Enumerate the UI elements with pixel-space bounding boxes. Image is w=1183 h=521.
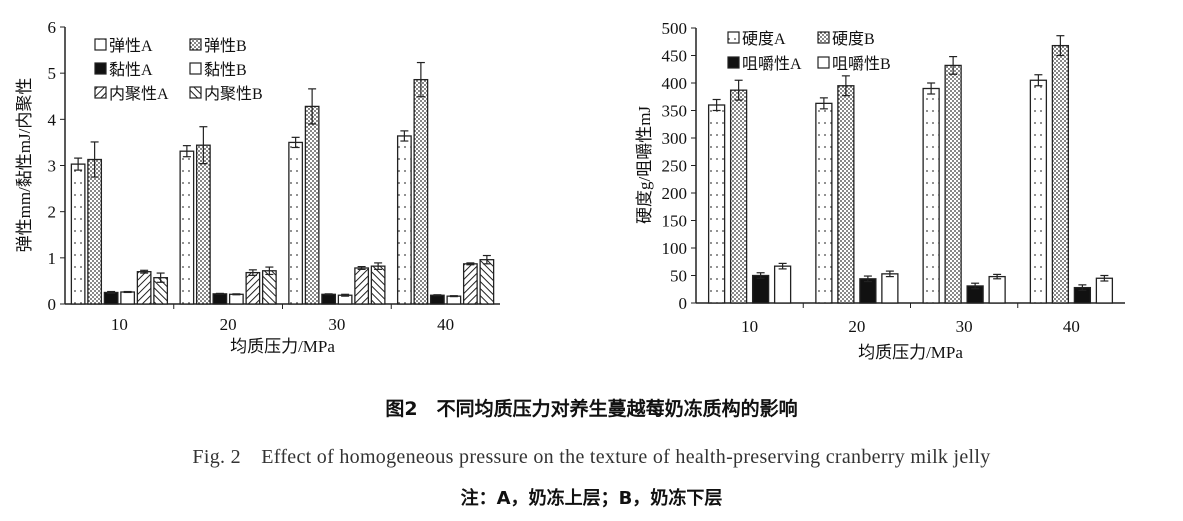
bar: [859, 278, 877, 304]
x-axis-label: 均质压力/MPa: [858, 343, 963, 362]
x-tick-label: 30: [328, 315, 345, 334]
legend-swatch: [727, 56, 740, 69]
y-tick-label: 500: [662, 19, 688, 38]
bar: [944, 64, 962, 304]
legend-label: 硬度B: [832, 30, 875, 48]
bar: [729, 89, 748, 304]
caption-note: 注：A，奶冻上层；B，奶冻下层: [460, 488, 723, 509]
bar: [370, 265, 386, 305]
bar: [881, 273, 899, 304]
legend-label: 内聚性B: [204, 85, 263, 103]
legend: 硬度A 硬度B 咀嚼性A 咀嚼性B: [727, 30, 891, 73]
bar: [837, 85, 855, 304]
bar: [304, 105, 320, 305]
legend-swatch: [189, 86, 202, 99]
x-tick-label: 10: [741, 317, 758, 336]
legend-label: 硬度A: [742, 30, 786, 48]
caption-chinese: 图2 不同均质压力对养生蔓越莓奶冻质构的影响: [385, 398, 798, 420]
y-tick-label: 400: [662, 74, 688, 93]
y-tick-label: 2: [48, 203, 57, 222]
y-tick-label: 200: [662, 184, 688, 203]
bar: [354, 267, 370, 305]
legend-swatch: [727, 31, 740, 44]
legend-label: 咀嚼性B: [832, 55, 891, 73]
y-tick-label: 1: [48, 249, 57, 268]
legend-swatch: [817, 31, 830, 44]
bar: [321, 293, 337, 305]
x-tick-label: 20: [848, 317, 865, 336]
chart-2: 0 50 100 150 200 250 300 350 400 450 500 10 20 30 40 均质…: [635, 19, 1125, 362]
bar: [1029, 79, 1048, 304]
bar: [1095, 277, 1114, 304]
y-tick-label: 250: [662, 157, 688, 176]
bar: [815, 102, 833, 304]
legend-swatch: [94, 62, 107, 75]
bar: [396, 135, 412, 305]
x-tick-label: 20: [220, 315, 237, 334]
y-tick-label: 150: [662, 212, 688, 231]
y-tick-label: 5: [48, 64, 57, 83]
bar: [988, 275, 1006, 304]
legend: 弹性A 弹性B 黏性A 黏性B 内聚性A 内聚性B: [94, 37, 263, 103]
legend-swatch: [94, 38, 107, 51]
legend-label: 咀嚼性A: [742, 55, 802, 73]
bar: [479, 259, 495, 305]
y-tick-label: 0: [48, 295, 57, 314]
bar: [179, 150, 195, 305]
y-tick-label: 50: [670, 267, 687, 286]
bar: [288, 141, 304, 305]
bar: [429, 294, 445, 305]
bar: [136, 271, 152, 305]
legend-swatch: [189, 38, 202, 51]
legend-swatch: [94, 86, 107, 99]
bar: [228, 293, 244, 305]
bar: [922, 87, 940, 304]
legend-label: 内聚性A: [109, 85, 169, 103]
legend-label: 黏性B: [204, 61, 247, 79]
bar: [773, 265, 792, 304]
bar: [751, 274, 770, 304]
x-axis-label: 均质压力/MPa: [230, 337, 335, 356]
legend-label: 弹性B: [204, 37, 247, 55]
y-tick-label: 350: [662, 102, 688, 121]
x-tick-label: 10: [111, 315, 128, 334]
bar: [87, 158, 103, 305]
y-axis-label: 硬度g/咀嚼性mJ: [635, 106, 654, 224]
y-tick-label: 300: [662, 129, 688, 148]
bar: [413, 78, 429, 305]
x-tick-label: 30: [956, 317, 973, 336]
y-tick-label: 0: [679, 294, 688, 313]
x-tick-label: 40: [437, 315, 454, 334]
bar: [245, 271, 261, 305]
y-tick-label: 4: [48, 110, 57, 129]
bar: [261, 270, 277, 305]
legend-swatch: [817, 56, 830, 69]
bar: [707, 104, 726, 304]
bar: [446, 295, 462, 305]
bar: [1051, 44, 1070, 304]
y-axis-label: 弹性mm/黏性mJ/内聚性: [15, 78, 34, 253]
bar: [212, 293, 228, 305]
legend-label: 弹性A: [109, 37, 153, 55]
y-tick-label: 450: [662, 47, 688, 66]
bar: [195, 144, 211, 305]
legend-label: 黏性A: [109, 61, 153, 79]
bar: [462, 263, 478, 305]
bar: [120, 291, 136, 305]
y-tick-label: 3: [48, 157, 57, 176]
y-tick-label: 6: [48, 18, 57, 37]
legend-swatch: [189, 62, 202, 75]
y-tick-label: 100: [662, 239, 688, 258]
caption-english: Fig. 2 Effect of homogeneous pressure on…: [192, 446, 991, 468]
bar: [70, 163, 86, 305]
bar: [103, 291, 119, 305]
x-tick-label: 40: [1063, 317, 1080, 336]
